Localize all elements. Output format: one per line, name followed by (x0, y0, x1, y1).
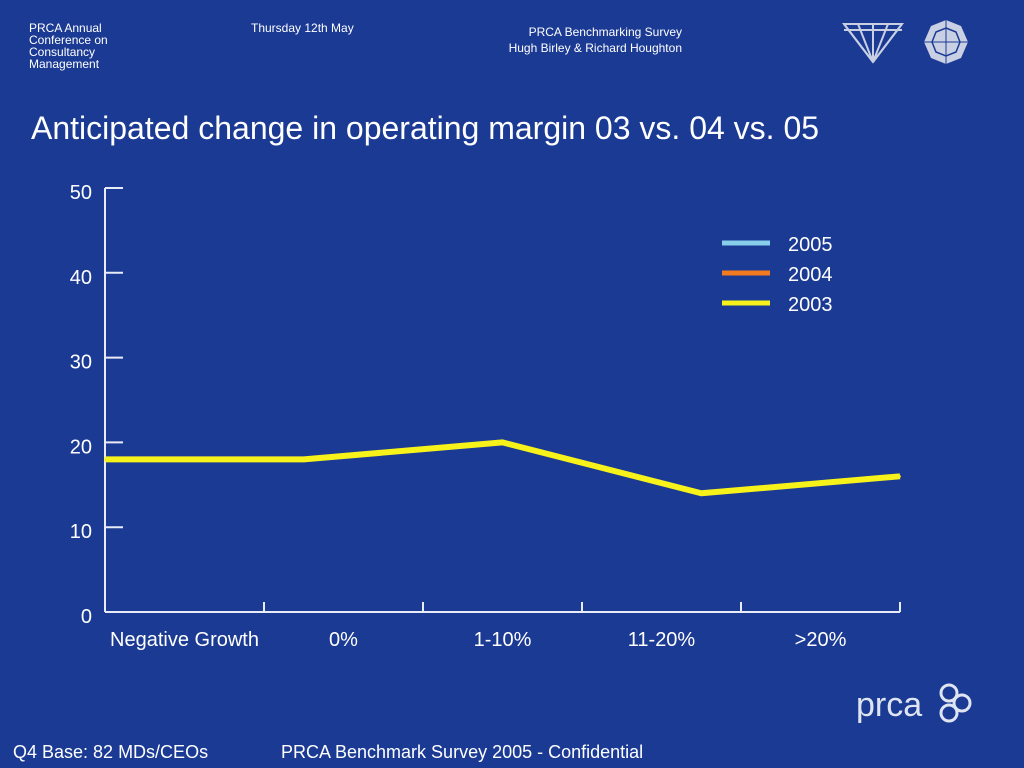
chart-title: Anticipated change in operating margin 0… (31, 110, 820, 146)
x-axis-ticks: Negative Growth 0% 1-10% 11-20% >20% (110, 602, 901, 651)
data-point-2003 (302, 458, 305, 461)
gem-logo-icon (924, 20, 968, 64)
x-tick-label: Negative Growth (110, 629, 259, 651)
survey-header: PRCA Benchmarking Survey Hugh Birley & R… (470, 24, 682, 56)
legend-label-2003: 2003 (788, 294, 833, 316)
y-tick-label: 40 (70, 267, 92, 289)
infinity-knot-icon (939, 683, 972, 723)
prca-logo-text: prca (856, 686, 922, 724)
x-tick-label: 1-10% (474, 629, 532, 651)
chart-legend: 2005 2004 2003 (722, 234, 833, 316)
prca-logo: prca (856, 683, 972, 724)
legend-label-2005: 2005 (788, 234, 833, 256)
survey-authors: Hugh Birley & Richard Houghton (508, 41, 682, 55)
footer-base-note: Q4 Base: 82 MDs/CEOs (13, 742, 209, 762)
data-point-2003 (700, 492, 703, 495)
footer-confidential-note: PRCA Benchmark Survey 2005 - Confidentia… (281, 742, 644, 762)
data-point-2003 (104, 458, 106, 461)
data-point-2003 (899, 475, 901, 478)
x-tick-label: >20% (795, 629, 847, 651)
y-axis-ticks: 0 10 20 30 40 50 (70, 182, 123, 628)
series-lines (104, 439, 901, 497)
y-tick-label: 30 (70, 352, 92, 374)
conference-name: PRCA Annual Conference on Consultancy Ma… (29, 21, 108, 71)
chart-axes (104, 188, 900, 613)
survey-title: PRCA Benchmarking Survey (528, 25, 682, 39)
x-tick-label: 0% (329, 629, 358, 651)
diamond-logo-icon (841, 23, 905, 64)
y-tick-label: 0 (81, 606, 92, 628)
presentation-date: Thursday 12th May (251, 21, 354, 35)
data-point-2003 (501, 441, 504, 444)
y-tick-label: 50 (70, 182, 92, 204)
y-tick-label: 20 (70, 436, 92, 458)
x-tick-label: 11-20% (628, 629, 696, 651)
y-tick-label: 10 (70, 521, 92, 543)
series-line-2003 (105, 439, 901, 497)
legend-label-2004: 2004 (788, 264, 833, 286)
